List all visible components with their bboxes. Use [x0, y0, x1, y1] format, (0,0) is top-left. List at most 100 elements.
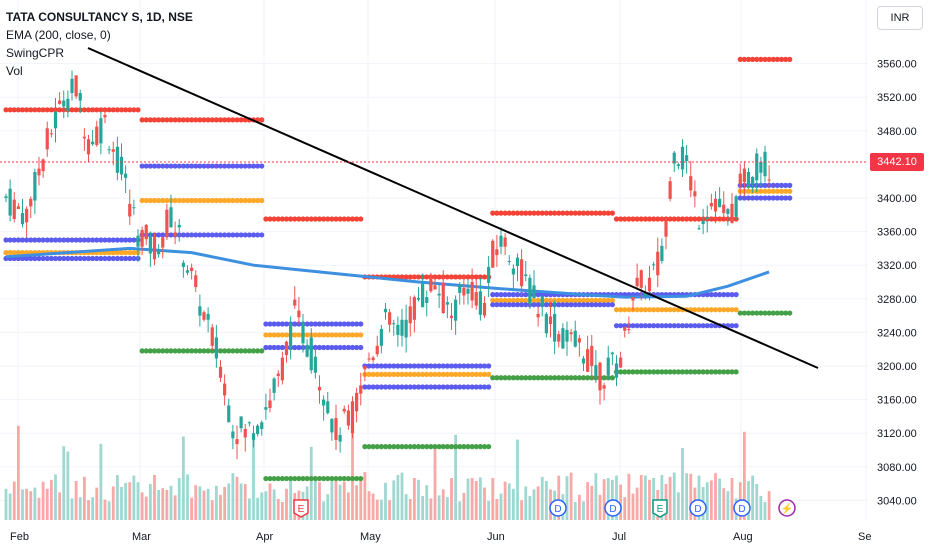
cpr-dot	[234, 117, 240, 123]
cpr-dot	[609, 210, 615, 216]
cpr-dot	[700, 323, 706, 329]
volume-bar	[99, 443, 103, 520]
time-axis-bg	[0, 520, 932, 550]
cpr-dot	[325, 332, 331, 338]
cpr-dot	[440, 444, 446, 450]
cpr-dot	[98, 237, 104, 243]
dividend-marker[interactable]	[689, 499, 707, 517]
cpr-dot	[345, 321, 351, 327]
cpr-dot	[391, 444, 397, 450]
cpr-dot	[564, 302, 570, 308]
swingcpr-indicator-label[interactable]: SwingCPR	[6, 46, 65, 60]
cpr-dot	[473, 363, 479, 369]
cpr-dot	[494, 210, 500, 216]
dividend-marker[interactable]	[733, 499, 751, 517]
cpr-dot	[226, 232, 232, 238]
cpr-dot	[712, 307, 719, 313]
volume-bar	[755, 484, 759, 520]
cpr-dot	[778, 310, 785, 316]
time-axis[interactable]: Feb Mar Apr May Jun Jul Aug Se	[0, 520, 932, 550]
cpr-dot	[222, 117, 228, 123]
cpr-dot	[358, 475, 364, 482]
earnings-marker[interactable]	[652, 499, 668, 518]
cpr-dot	[692, 307, 698, 313]
cpr-dot	[754, 56, 760, 63]
cpr-dot	[263, 332, 269, 338]
volume-bar	[95, 487, 99, 520]
cpr-dot	[147, 163, 153, 169]
price-axis[interactable]: 3040.00 3080.00 3120.00 3160.00 3200.00 3240.…	[868, 0, 932, 520]
cpr-dot	[387, 444, 393, 450]
cpr-dot	[428, 384, 434, 390]
cpr-dot	[7, 250, 13, 256]
cpr-dot	[378, 363, 384, 369]
candle-body	[433, 285, 437, 290]
cpr-dot	[448, 444, 455, 450]
candle-body	[400, 319, 404, 336]
cpr-dot	[242, 163, 248, 169]
trendline[interactable]	[87, 47, 819, 369]
cpr-dot	[457, 384, 463, 390]
cpr-dot	[708, 292, 714, 298]
volume-bar	[140, 492, 144, 520]
cpr-dot	[234, 197, 240, 204]
split-marker[interactable]	[778, 499, 796, 517]
cpr-dot	[523, 297, 529, 304]
event-markers[interactable]: E D D E D D ⚡	[293, 499, 796, 518]
symbol-title[interactable]: TATA CONSULTANCY S, 1D, NSE	[6, 10, 193, 24]
cpr-dot	[593, 302, 599, 308]
cpr-dot	[325, 344, 331, 351]
cpr-dot	[741, 56, 747, 63]
cpr-dot	[580, 302, 587, 308]
cpr-dot	[209, 348, 215, 354]
cpr-dot	[762, 56, 768, 63]
cpr-dot	[19, 250, 26, 256]
cpr-dot	[560, 302, 566, 308]
dividend-marker[interactable]	[549, 499, 567, 517]
volume-bar	[169, 485, 173, 520]
volume-bar	[190, 497, 194, 520]
cpr-dot	[90, 107, 96, 113]
cpr-dot	[630, 216, 636, 222]
cpr-dot	[436, 363, 442, 369]
candle-body	[726, 208, 730, 214]
dividend-marker[interactable]	[604, 499, 622, 517]
cpr-dot	[11, 237, 17, 243]
volume-bar	[309, 446, 313, 520]
cpr-dot	[110, 237, 116, 243]
volume-bar	[243, 484, 247, 520]
candle-body	[45, 128, 49, 150]
cpr-dot	[622, 307, 628, 313]
cpr-dot	[366, 371, 372, 377]
volume-bar	[445, 497, 449, 520]
ema-indicator-label[interactable]: EMA (200, close, 0)	[6, 28, 111, 42]
earnings-marker[interactable]	[293, 499, 309, 518]
candle-body	[515, 257, 520, 267]
cpr-dot	[634, 323, 640, 329]
cpr-dot	[465, 274, 471, 280]
cpr-dot	[242, 197, 248, 204]
cpr-dot	[69, 107, 75, 113]
currency-selector[interactable]: INR	[877, 6, 923, 30]
cpr-dot	[345, 332, 351, 338]
volume-indicator-label[interactable]: Vol	[6, 64, 23, 78]
cpr-dot	[585, 297, 591, 304]
candle-body	[342, 408, 346, 412]
cpr-dot	[473, 444, 479, 450]
cpr-dot	[65, 237, 71, 243]
volume-bar	[235, 476, 239, 520]
volume-bar	[78, 497, 82, 520]
cpr-dot	[424, 371, 430, 377]
cpr-dot	[246, 348, 252, 354]
cpr-dot	[774, 195, 780, 201]
cpr-dot	[754, 310, 760, 316]
cpr-dot	[7, 237, 13, 243]
volume-bar	[648, 479, 651, 520]
time-tick-label: Apr	[256, 531, 273, 543]
cpr-dot	[292, 344, 298, 351]
volume-bar	[569, 472, 573, 520]
cpr-dot	[399, 274, 405, 280]
cpr-dot	[24, 255, 30, 262]
cpr-dot	[626, 369, 632, 375]
